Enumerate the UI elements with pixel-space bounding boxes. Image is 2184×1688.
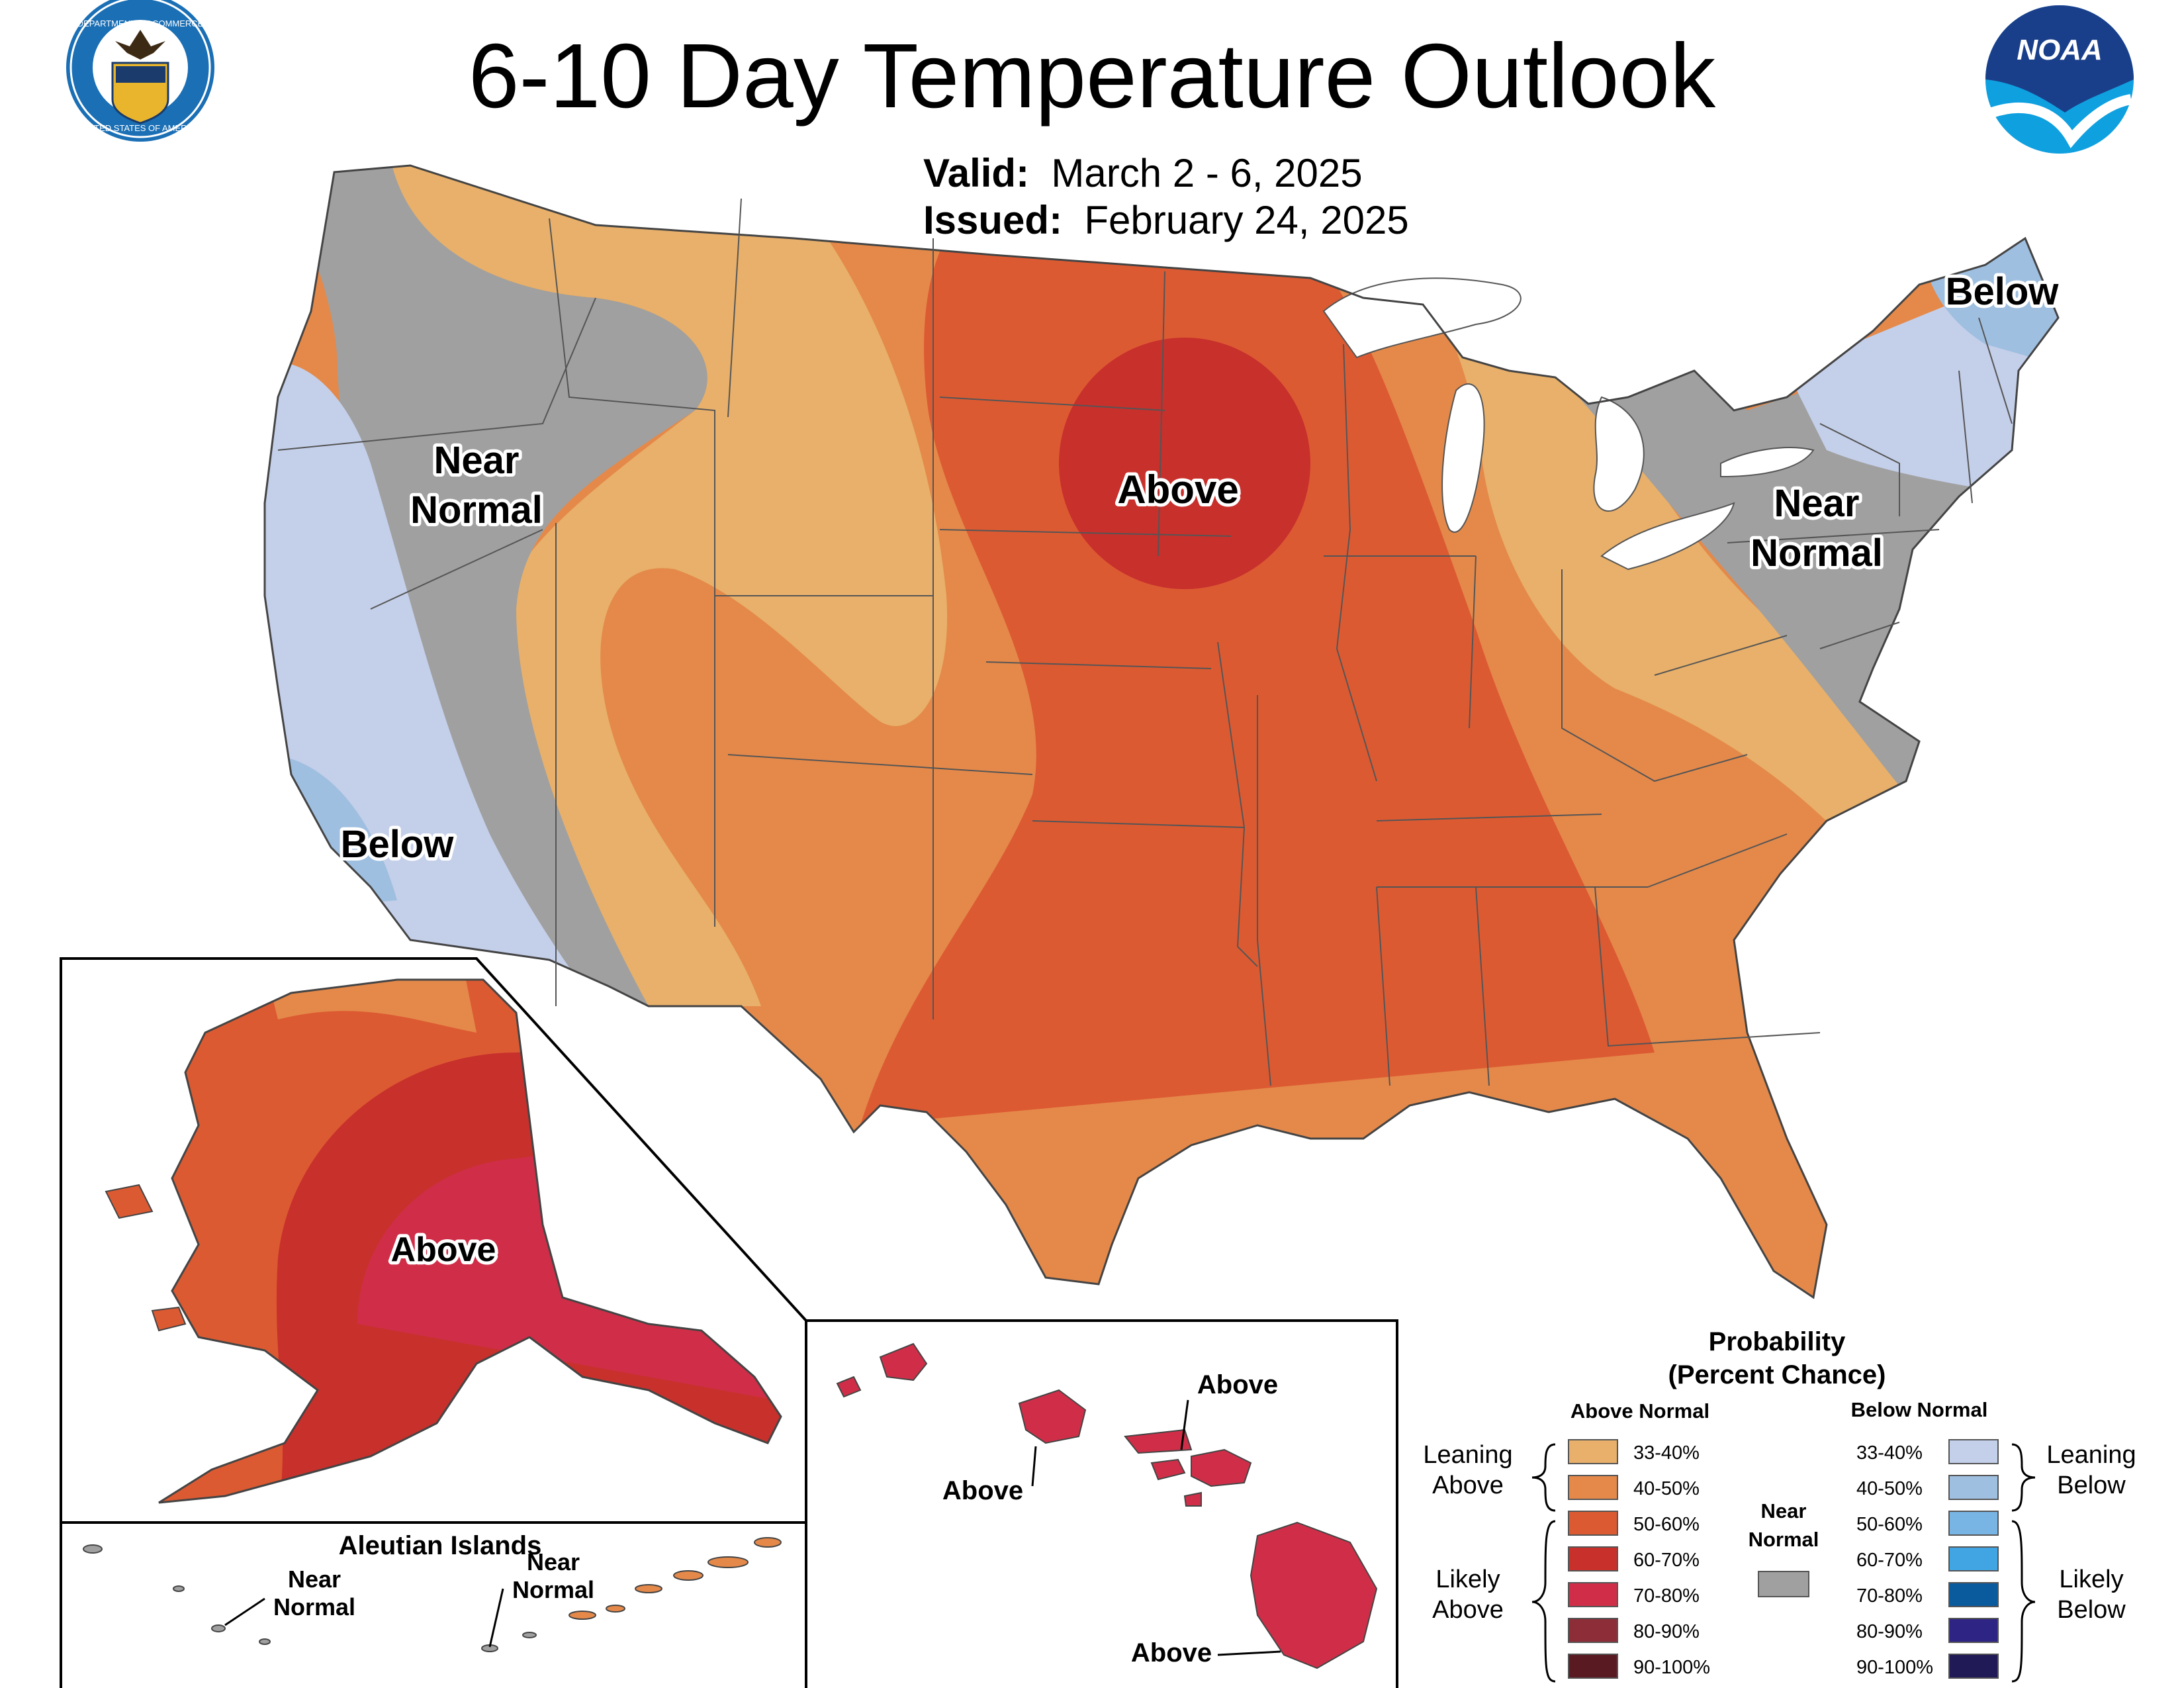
legend-above-label-6: 90-100% <box>1633 1657 1710 1678</box>
hawaii-label-3: Above <box>1131 1638 1212 1667</box>
commerce-seal-logo: DEPARTMENT OF COMMERCE UNITED STATES OF … <box>66 0 214 142</box>
label-near-normal-west-2: Normal <box>410 489 543 532</box>
legend-above-swatch-0 <box>1568 1439 1618 1464</box>
label-alaska-above: Above <box>391 1231 496 1269</box>
page-title: 6-10 Day Temperature Outlook <box>468 25 1716 127</box>
legend-below-swatch-1 <box>1948 1475 1999 1500</box>
valid-value: March 2 - 6, 2025 <box>1051 151 1363 195</box>
legend-below-label-0: 33-40% <box>1856 1442 1923 1464</box>
legend-below-label-1: 40-50% <box>1856 1478 1923 1499</box>
aleutian-near-normal-left-2: Normal <box>273 1593 355 1620</box>
state-lines <box>277 198 2013 1086</box>
legend-above-label-0: 33-40% <box>1633 1442 1700 1464</box>
label-below-california: Below <box>341 823 455 866</box>
label-above-plains: Above <box>1117 467 1238 512</box>
legend-above-label-2: 50-60% <box>1633 1514 1700 1535</box>
issued-value: February 24, 2025 <box>1084 198 1409 242</box>
legend-below-label-2: 50-60% <box>1856 1514 1923 1535</box>
legend-leaning-below-2: Below <box>2057 1472 2126 1499</box>
seal-text-bottom: UNITED STATES OF AMERICA <box>79 123 202 133</box>
aleutian-near-normal-left-1: Near <box>288 1566 341 1593</box>
label-below-maine: Below <box>1946 270 2060 313</box>
legend-above-swatch-6 <box>1568 1654 1618 1679</box>
conus-labels: Near Normal Above Below Below Near Norma… <box>338 267 2063 869</box>
legend-leaning-below-1: Leaning <box>2046 1441 2136 1469</box>
hawaii-label-1: Above <box>942 1476 1023 1505</box>
aleutian-near-normal-right-2: Normal <box>512 1576 594 1603</box>
valid-row: Valid: March 2 - 6, 2025 <box>923 150 1363 197</box>
legend-below-header: Below Normal <box>1851 1398 1988 1421</box>
legend-below-swatch-6 <box>1948 1654 1999 1679</box>
aleutian-near-normal-right-1: Near <box>527 1548 580 1575</box>
legend-below-swatch-0 <box>1948 1439 1999 1464</box>
legend-title-2: (Percent Chance) <box>1668 1360 1886 1389</box>
legend-above-label-3: 60-70% <box>1633 1550 1700 1571</box>
legend-likely-above-2: Above <box>1432 1596 1504 1624</box>
legend-title-1: Probability <box>1709 1327 1846 1356</box>
issued-label: Issued: <box>923 198 1063 242</box>
legend-below-label-5: 80-90% <box>1856 1621 1923 1642</box>
label-near-normal-east-1: Near <box>1774 482 1860 525</box>
legend-below-swatch-5 <box>1948 1618 1999 1643</box>
aleutian-title: Aleutian Islands <box>339 1531 542 1560</box>
hawaii-label-2: Above <box>1197 1370 1278 1399</box>
legend-below-swatch-2 <box>1948 1511 1999 1536</box>
legend-above-label-5: 80-90% <box>1633 1621 1700 1642</box>
legend-near-normal-2: Normal <box>1749 1528 1819 1551</box>
legend-above-header: Above Normal <box>1570 1399 1709 1423</box>
seal-text-top: DEPARTMENT OF COMMERCE <box>77 19 204 28</box>
legend-below-swatch-3 <box>1948 1546 1999 1571</box>
legend-above-swatch-5 <box>1568 1618 1618 1643</box>
legend-leaning-above-1: Leaning <box>1423 1441 1512 1469</box>
label-near-normal-west-1: Near <box>434 439 520 482</box>
legend-near-normal-swatch <box>1758 1571 1809 1597</box>
legend-above-swatch-2 <box>1568 1511 1618 1536</box>
legend-likely-below-1: Likely <box>2059 1566 2123 1593</box>
legend-near-normal-1: Near <box>1761 1499 1807 1523</box>
issued-row: Issued: February 24, 2025 <box>923 197 1409 244</box>
noaa-logo: NOAA <box>1985 5 2134 154</box>
legend-below-label-6: 90-100% <box>1856 1657 1933 1678</box>
legend-above-label-1: 40-50% <box>1633 1478 1700 1499</box>
legend: Probability (Percent Chance) Above Norma… <box>1423 1327 2136 1683</box>
legend-leaning-above-2: Above <box>1432 1472 1504 1499</box>
legend-likely-below-2: Below <box>2057 1596 2126 1624</box>
legend-below-label-4: 70-80% <box>1856 1585 1923 1607</box>
legend-below-label-3: 60-70% <box>1856 1550 1923 1571</box>
legend-above-swatch-1 <box>1568 1475 1618 1500</box>
noaa-logo-text: NOAA <box>2017 34 2103 66</box>
legend-likely-above-1: Likely <box>1435 1566 1500 1593</box>
legend-above-swatch-3 <box>1568 1546 1618 1571</box>
valid-label: Valid: <box>923 151 1030 195</box>
label-near-normal-east-2: Normal <box>1751 532 1883 575</box>
legend-above-swatch-4 <box>1568 1582 1618 1607</box>
hawaii-islands <box>836 1342 1378 1669</box>
legend-below-swatch-4 <box>1948 1582 1999 1607</box>
legend-above-label-4: 70-80% <box>1633 1585 1700 1607</box>
